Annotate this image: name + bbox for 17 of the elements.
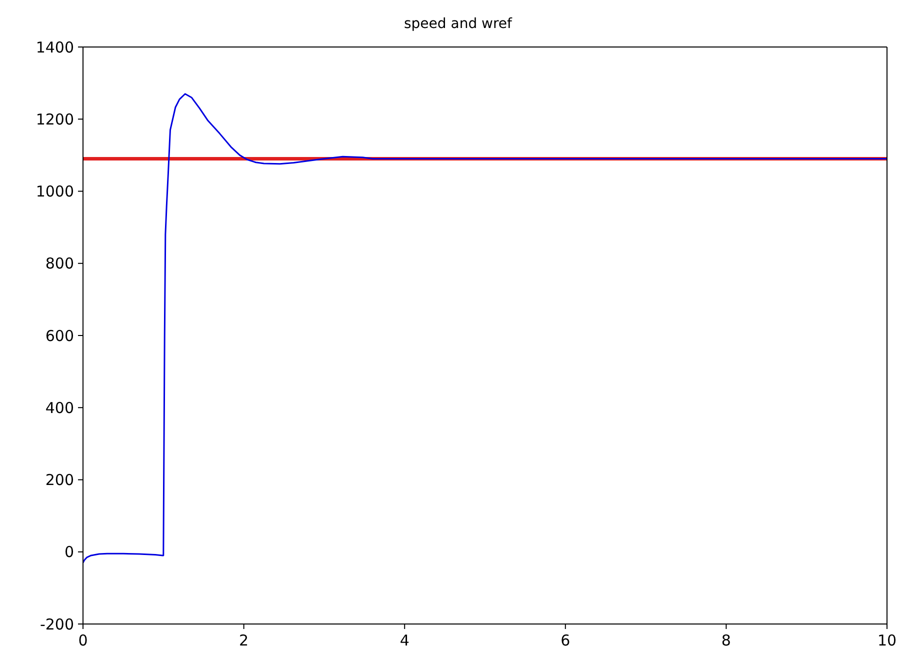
y-tick-label: -200 [40,615,74,634]
x-tick-label: 4 [400,632,410,650]
line-series [83,93,887,564]
y-tick-label: 400 [45,398,74,417]
x-tick-label: 2 [239,632,249,650]
y-tick-label: 200 [45,471,74,490]
x-tick-label: 10 [877,632,897,650]
y-tick-label: 0 [64,543,74,562]
y-tick-label: 1400 [36,38,74,56]
x-tick-label: 6 [560,632,570,650]
chart-title: speed and wref [403,16,514,32]
x-tick-label: 8 [721,632,731,650]
y-tick-label: 1200 [36,110,74,128]
y-tick-label: 1000 [36,182,74,201]
y-tick-label: 600 [45,326,74,345]
x-tick-label: 0 [78,632,88,650]
y-tick-label: 800 [45,254,74,273]
